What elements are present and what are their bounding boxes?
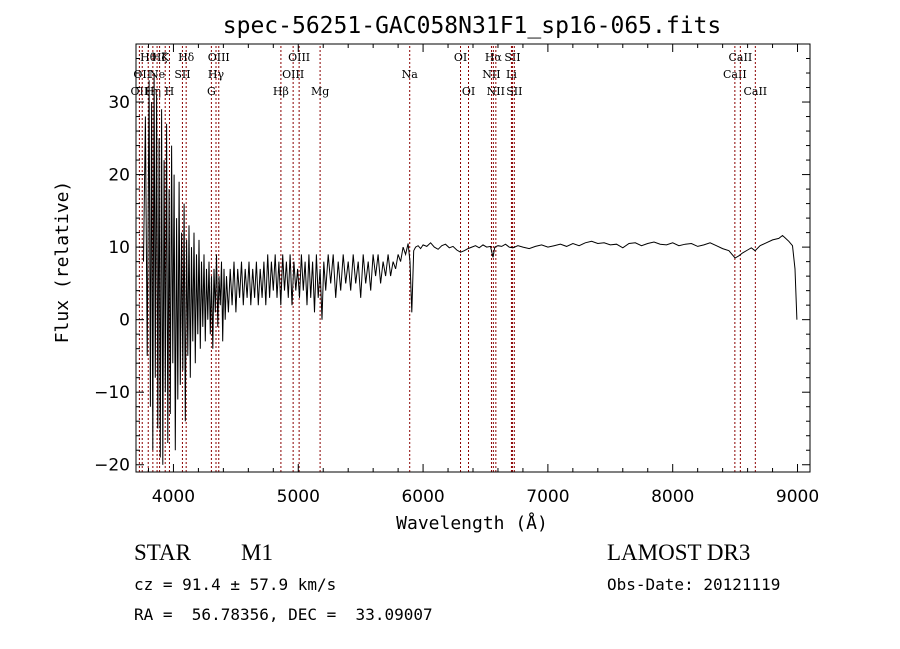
flux-series-line — [143, 72, 798, 465]
survey-name: LAMOST DR3 — [607, 540, 751, 565]
coordinates-readout: RA = 56.78356, DEC = 33.09007 — [134, 605, 433, 624]
y-tick-label-3: 10 — [108, 238, 130, 258]
redshift-readout: cz = 91.4 ± 57.9 km/s — [134, 575, 337, 594]
line-marker-label-20: NII — [482, 68, 500, 81]
x-tick-label-2: 6000 — [401, 487, 444, 507]
line-marker-label-26: CaII — [723, 68, 747, 81]
line-marker-label-5: Hζ — [152, 51, 168, 64]
line-marker-label-15: OIII — [288, 51, 310, 64]
line-marker-label-22: NII — [487, 85, 505, 98]
x-tick-label-1: 5000 — [277, 487, 320, 507]
line-marker-label-24: SII — [504, 51, 520, 64]
line-marker-label-8: SII — [174, 68, 190, 81]
x-tick-label-0: 4000 — [152, 487, 195, 507]
chart-title: spec-56251-GAC058N31F1_sp16-065.fits — [223, 13, 722, 39]
y-tick-label-4: 20 — [108, 166, 130, 186]
line-marker-label-25: SII — [506, 85, 522, 98]
y-tick-label-0: −20 — [94, 456, 130, 476]
line-marker-label-17: Na — [402, 68, 419, 81]
object-class: STAR — [134, 540, 191, 565]
line-marker-label-9: Hδ — [178, 51, 195, 64]
plot-frame — [135, 43, 811, 473]
line-marker-label-12: OIII — [208, 51, 230, 64]
y-tick-label-2: 0 — [119, 311, 130, 331]
x-axis-ticks: 4000 5000 6000 7000 8000 9000 — [147, 44, 819, 507]
line-marker-label-4: Ne — [149, 68, 165, 81]
line-marker-label-27: CaII — [729, 51, 753, 64]
line-marker-label-3: Hη — [145, 85, 161, 98]
line-marker-label-28: CaII — [743, 85, 767, 98]
line-marker-label-14: OIII — [282, 68, 304, 81]
line-marker-label-23: Li — [506, 68, 517, 81]
line-marker-label-0: OII — [131, 85, 149, 98]
observation-date: Obs-Date: 20121119 — [607, 575, 781, 594]
x-axis-label: Wavelength (Å) — [396, 512, 548, 534]
line-marker-label-21: Hα — [485, 51, 503, 64]
line-marker-label-7: H — [165, 85, 175, 98]
line-marker-label-10: G — [207, 85, 216, 98]
x-tick-label-5: 9000 — [776, 487, 819, 507]
object-subclass: M1 — [241, 540, 273, 565]
line-marker-label-6: K — [161, 51, 170, 64]
line-marker-label-18: OI — [454, 51, 467, 64]
y-tick-label-5: 30 — [108, 93, 130, 113]
x-tick-label-4: 8000 — [651, 487, 694, 507]
line-marker-label-16: Mg — [311, 85, 329, 98]
y-tick-label-1: −10 — [94, 383, 130, 403]
line-marker-label-19: OI — [462, 85, 475, 98]
spectral-line-markers: OIIOIIHθHηNeHζKHSIIHδGHγOIIIHβOIIIOIIIMg… — [131, 46, 767, 472]
line-marker-label-1: OII — [133, 68, 151, 81]
y-axis-ticks: −20 −10 0 10 20 30 — [94, 58, 810, 476]
line-marker-label-11: Hγ — [208, 68, 225, 81]
y-axis-label: Flux (relative) — [52, 181, 73, 344]
line-marker-label-13: Hβ — [273, 85, 289, 98]
x-tick-label-3: 7000 — [526, 487, 569, 507]
